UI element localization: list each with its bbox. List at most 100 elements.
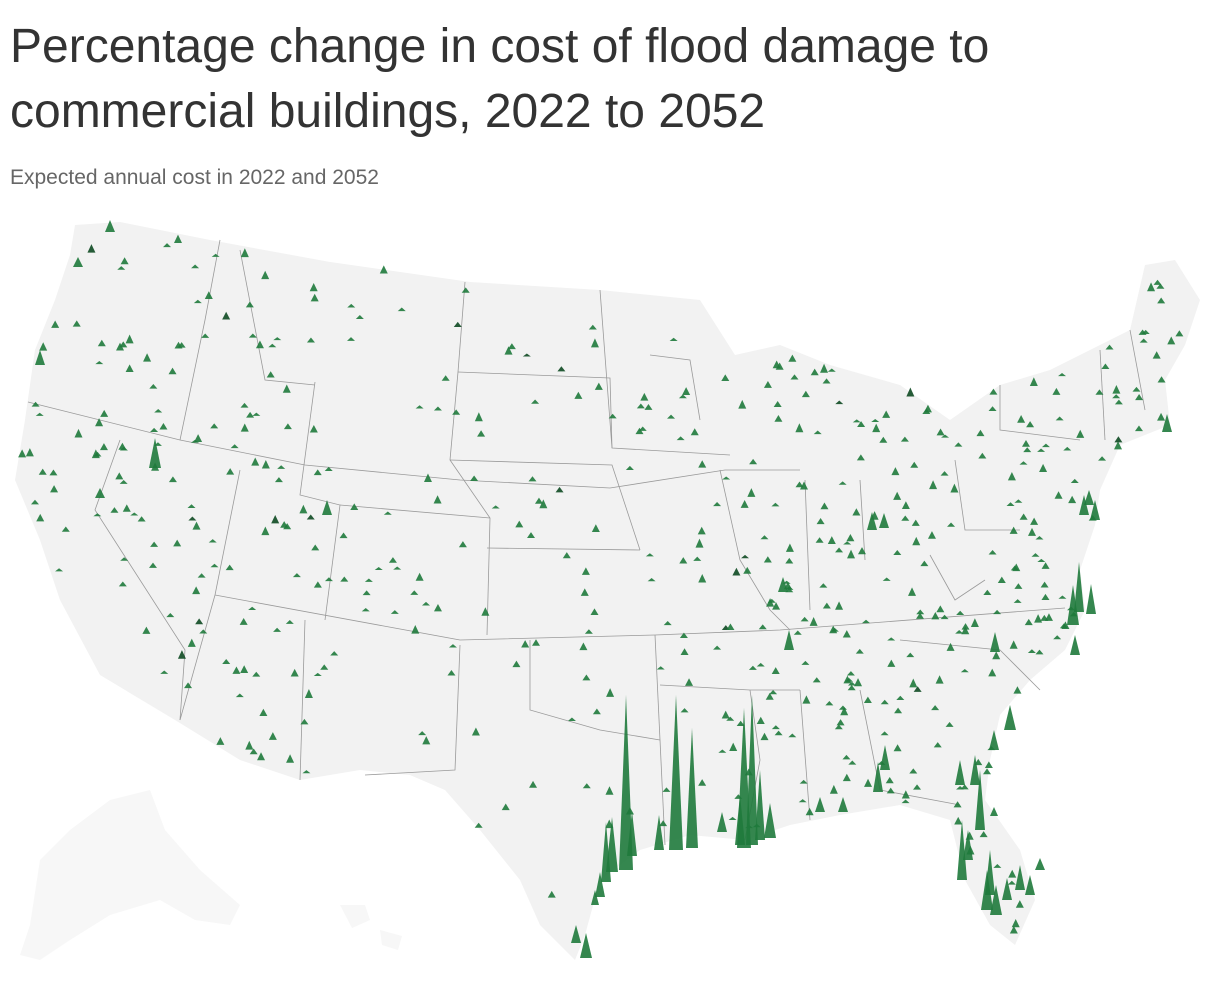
flood-spike <box>1037 558 1046 563</box>
flood-spike <box>388 557 397 563</box>
flood-spike <box>1040 581 1049 588</box>
flood-spike <box>232 666 241 674</box>
flood-spike <box>771 725 780 730</box>
flood-spike <box>1017 414 1026 423</box>
flood-spike <box>330 651 339 656</box>
flood-spike <box>1035 649 1044 655</box>
flood-spike <box>893 549 902 556</box>
flood-spike <box>364 578 373 582</box>
flood-spike <box>130 512 139 516</box>
flood-spike <box>913 686 922 692</box>
flood-spike <box>698 779 707 786</box>
flood-spike <box>845 678 854 682</box>
flood-spike <box>1006 502 1015 507</box>
flood-spike <box>1112 394 1121 399</box>
flood-spike <box>1027 527 1036 536</box>
flood-spike <box>393 566 402 570</box>
flood-spike <box>249 748 258 755</box>
flood-spike <box>771 667 780 674</box>
flood-spike <box>886 787 895 794</box>
flood-spike <box>960 784 969 790</box>
flood-spike <box>909 678 918 688</box>
flood-spike <box>901 799 910 804</box>
flood-spike <box>507 343 516 350</box>
flood-spike <box>785 543 794 552</box>
flood-spike <box>693 556 702 561</box>
flood-spike <box>313 672 322 677</box>
flood-spike <box>1031 553 1040 557</box>
flood-spike <box>418 731 427 736</box>
flood-spike <box>793 630 802 635</box>
flood-spike <box>758 624 767 630</box>
flood-spike <box>1009 926 1018 934</box>
flood-spike <box>663 621 672 626</box>
flood-spike <box>18 449 27 458</box>
flood-spike <box>827 536 836 544</box>
flood-spike <box>790 374 799 380</box>
flood-spike <box>347 303 356 308</box>
flood-spike <box>800 616 809 622</box>
flood-spike <box>268 732 277 740</box>
flood-spike <box>909 768 918 774</box>
flood-spike <box>1013 686 1022 694</box>
flood-spike <box>150 541 159 547</box>
flood-spike <box>873 762 883 792</box>
flood-spike <box>95 360 104 365</box>
flood-spike <box>954 816 963 825</box>
flood-spike <box>240 248 249 258</box>
flood-spike <box>887 659 896 667</box>
flood-spike <box>539 499 548 509</box>
flood-spike <box>595 872 605 897</box>
flood-spike <box>379 265 388 274</box>
flood-spike <box>441 375 450 381</box>
flood-spike <box>1041 443 1050 448</box>
flood-spike <box>756 716 765 724</box>
flood-spike <box>894 707 903 714</box>
flood-spike <box>173 234 182 243</box>
flood-spike <box>740 500 749 508</box>
flood-spike <box>245 301 254 308</box>
flood-spike <box>879 436 888 443</box>
flood-spike <box>252 412 261 416</box>
flood-spike <box>713 645 722 650</box>
flood-spike <box>795 481 804 488</box>
flood-spike <box>785 557 794 564</box>
flood-spike <box>590 608 599 616</box>
flood-spike <box>1035 535 1044 540</box>
flood-spike <box>855 648 864 654</box>
flood-spike <box>195 618 204 625</box>
flood-spike <box>872 423 881 433</box>
flood-spike <box>1156 283 1165 289</box>
flood-spike <box>961 626 970 635</box>
flood-spike <box>30 499 39 505</box>
flood-spike <box>760 732 769 741</box>
flood-spike <box>526 532 535 539</box>
flood-spike <box>292 573 301 578</box>
flood-spike <box>95 418 104 427</box>
flood-spike <box>838 797 848 812</box>
flood-spike <box>912 536 921 546</box>
flood-spike <box>374 566 383 570</box>
flood-spike <box>461 287 470 293</box>
flood-spike <box>310 293 319 302</box>
flood-spike <box>976 429 985 437</box>
flood-spike <box>788 733 797 738</box>
flood-spike <box>1053 635 1062 640</box>
flood-spike <box>801 660 810 665</box>
flood-spike <box>324 577 333 582</box>
flood-spike <box>590 338 599 348</box>
flood-spike <box>383 511 392 515</box>
flood-spike <box>115 472 124 480</box>
flood-spike <box>929 480 938 490</box>
flood-spike <box>184 682 193 689</box>
flood-spike <box>887 637 896 641</box>
flood-spike <box>900 436 909 442</box>
flood-spike <box>669 337 678 342</box>
flood-spike <box>647 577 656 582</box>
flood-spike <box>340 576 349 582</box>
flood-spike <box>1101 363 1110 370</box>
flood-spike <box>667 414 676 419</box>
flood-spike <box>49 469 58 476</box>
flood-spike <box>137 516 146 522</box>
flood-spike <box>654 815 664 850</box>
